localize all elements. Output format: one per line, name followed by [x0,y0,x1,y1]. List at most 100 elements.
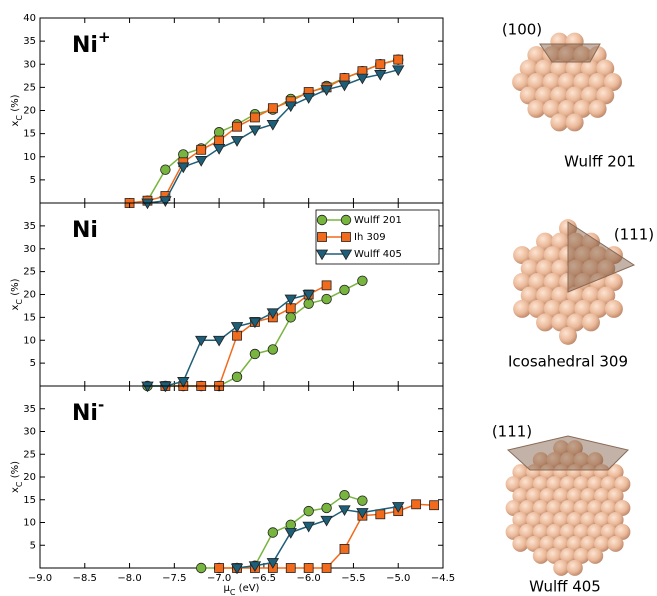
marker [268,345,278,355]
legend-label: Ih 309 [354,232,386,243]
y-tick-label: 25 [23,82,36,93]
marker [215,564,224,573]
marker [250,113,259,122]
panel-label-main: Ni [72,218,98,243]
marker [304,564,313,573]
x-tick-label: −8.0 [117,573,141,584]
structure-caption: Icosahedral 309 [508,353,628,371]
atom [582,313,600,331]
y-tick-label: 35 [23,221,36,232]
y-tick-label: 40 [23,13,36,24]
y-tick-label: 10 [23,335,36,346]
marker [376,60,385,69]
series-line [201,495,362,568]
y-tick-label: 5 [30,175,36,186]
facet-label: (100) [502,21,542,39]
atom [559,327,577,345]
facet [508,436,628,470]
y-tick-label: 10 [23,152,36,163]
x-tick-label: −9.0 [28,573,52,584]
atom [513,300,531,318]
atom [566,113,584,131]
marker [214,144,225,154]
axis-label-rest: (%) [10,94,21,115]
page: {"chart_data": [ {"type": "line", "label… [0,0,657,596]
marker [358,276,368,286]
marker [322,564,331,573]
marker [340,544,349,553]
y-tick-label: 20 [23,472,36,483]
facet-label: (111) [614,226,654,244]
series-line [130,60,399,203]
atom [608,536,624,552]
x-tick-label: −5.5 [341,573,365,584]
y-tick-label: 25 [23,267,36,278]
axis-label-rest: (%) [10,278,21,299]
x-tick-label: −6.0 [297,573,321,584]
x-tick-label: −5.0 [386,573,410,584]
marker [303,94,314,104]
marker [340,285,350,295]
facet-label: (111) [492,423,532,441]
y-tick-label: 15 [23,129,36,140]
marker [286,313,296,323]
structure-caption: Wulff 405 [529,578,601,596]
legend-marker [342,233,351,242]
panel-label-main: Ni [72,401,98,426]
atom [567,560,583,576]
x-tick-label: −7.5 [162,573,186,584]
panel-label-main: Ni [72,33,98,58]
y-tick-label: 10 [23,518,36,529]
y-tick-label: 35 [23,404,36,415]
marker [304,506,314,516]
axis-label-rest: (%) [10,461,21,482]
atom [605,300,623,318]
legend-marker [318,233,327,242]
y-tick-label: 15 [23,495,36,506]
plot-frame [40,18,443,203]
panel-label: Ni [72,218,98,243]
nanoparticle [506,436,631,576]
marker [376,510,385,519]
marker [268,104,277,113]
axis-label: xC (%) [10,94,24,126]
legend-marker [317,215,327,225]
series-line [147,70,398,203]
marker [249,126,260,136]
marker [232,137,243,147]
panel-label: Ni- [72,396,104,427]
axis-label: μC (eV) [224,583,260,596]
marker [430,501,439,510]
marker [358,496,368,506]
atom [533,548,549,564]
y-tick-label: 30 [23,427,36,438]
marker [286,564,295,573]
figure: 510152025303540xC (%)Ni+5101520253035xC … [0,0,657,596]
axis-label: xC (%) [10,278,24,310]
marker [214,127,224,137]
axis-label: xC (%) [10,461,24,493]
marker [215,136,224,145]
y-tick-label: 20 [23,290,36,301]
y-tick-label: 25 [23,449,36,460]
panel-label: Ni+ [72,28,111,59]
x-tick-label: −4.5 [431,573,455,584]
marker [196,563,206,573]
marker [268,528,278,538]
y-tick-label: 15 [23,312,36,323]
series-line [147,295,308,387]
atom [550,113,568,131]
marker [322,294,332,304]
y-tick-label: 35 [23,36,36,47]
y-tick-label: 20 [23,106,36,117]
marker [322,281,331,290]
marker [161,165,171,175]
panel-label-sup: - [98,396,104,414]
series-line [237,507,398,568]
panel-label-sup: + [98,28,111,46]
marker [394,55,403,64]
legend-marker [341,215,351,225]
y-tick-label: 5 [30,358,36,369]
y-tick-label: 5 [30,540,36,551]
x-tick-label: −8.5 [73,573,97,584]
